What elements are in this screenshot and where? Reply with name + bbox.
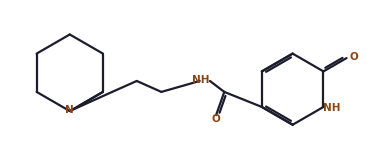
Text: N: N	[65, 105, 74, 115]
Text: O: O	[350, 52, 359, 62]
Text: NH: NH	[323, 103, 340, 113]
Text: NH: NH	[192, 75, 209, 85]
Text: O: O	[211, 114, 220, 124]
